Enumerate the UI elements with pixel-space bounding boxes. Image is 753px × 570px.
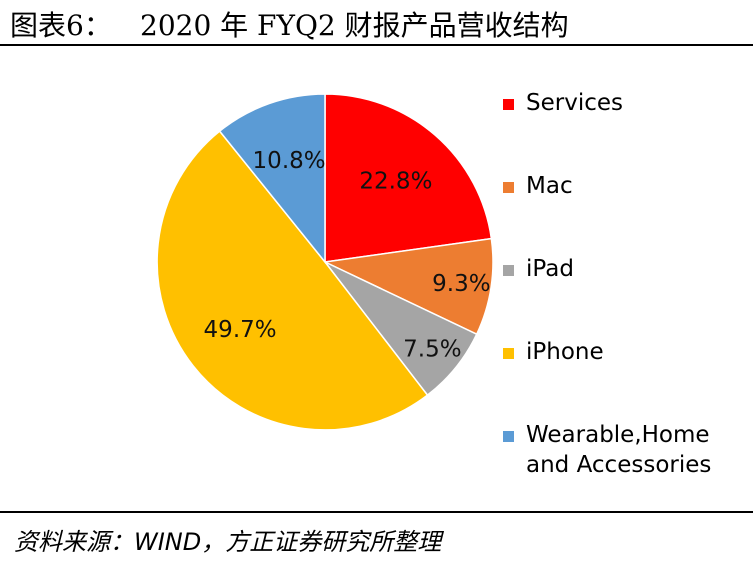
pie-label-ipad: 7.5% [403,337,461,363]
figure-label: 图表6： [10,9,112,42]
source-divider [0,511,753,513]
pie-slice-wearable-home-and-accessories [218,93,326,265]
title-bar: 图表6： 2020 年 FYQ2 财报产品营收结构 [0,0,753,46]
legend-item-ipad: iPad [503,254,726,284]
legend-item-mac: Mac [503,171,726,201]
legend-item-wearables: Wearable,Home and Accessories [503,420,726,480]
legend-label-iphone: iPhone [526,339,604,365]
pie-label-iphone: 49.7% [204,317,277,343]
pie-slice-mac [322,237,494,336]
legend-label-mac: Mac [526,173,573,199]
pie-label-mac: 9.3% [432,271,490,297]
legend-swatch-mac [503,182,514,193]
pie-slices [156,93,494,431]
legend-label-ipad: iPad [526,256,574,282]
legend-swatch-services [503,99,514,110]
pie-label-services: 22.8% [359,169,432,195]
legend-label-wearables: Wearable,Home and Accessories [526,422,712,478]
chart-title: 2020 年 FYQ2 财报产品营收结构 [140,9,569,42]
source-note: 资料来源：WIND，方正证券研究所整理 [14,528,442,556]
legend-swatch-ipad [503,265,514,276]
pie-data-labels: 22.8% 9.3% 7.5% 49.7% 10.8% [204,148,491,363]
pie-slice-services [324,93,493,263]
legend-item-services: Services [503,88,726,118]
legend-swatch-iphone [503,348,514,359]
pie-slice-iphone [156,130,429,431]
pie-label-wearable-home-and-accessories: 10.8% [253,148,326,174]
legend-swatch-wearables [503,431,514,442]
legend-item-iphone: iPhone [503,337,726,367]
legend-label-services: Services [526,90,623,116]
